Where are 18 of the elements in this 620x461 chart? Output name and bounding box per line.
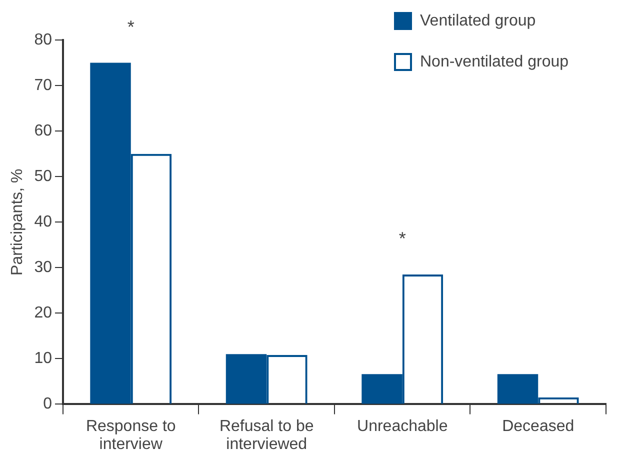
legend-label: Non-ventilated group: [420, 53, 569, 70]
annotation: *: [398, 228, 406, 248]
x-tick-label: Response to interview: [86, 418, 176, 454]
x-tick-label: Unreachable: [357, 418, 448, 435]
y-tick-label: 10: [34, 350, 52, 368]
x-tick-label: Refusal to be interviewed: [219, 418, 314, 454]
y-tick-label: 30: [34, 259, 52, 276]
annotation: *: [127, 16, 134, 37]
y-tick-label: 20: [34, 304, 52, 322]
y-tick-label: 40: [34, 214, 52, 231]
y-tick-label: 80: [34, 31, 52, 48]
y-tick-label: 50: [34, 168, 52, 185]
y-tick-label: 0: [43, 396, 52, 413]
x-tick-label: Deceased: [502, 418, 574, 435]
y-tick-label: 60: [34, 122, 52, 140]
y-tick-label: 70: [34, 76, 52, 94]
y-axis-title: Participants, %: [9, 168, 26, 276]
legend-label: Ventilated group: [420, 12, 536, 30]
